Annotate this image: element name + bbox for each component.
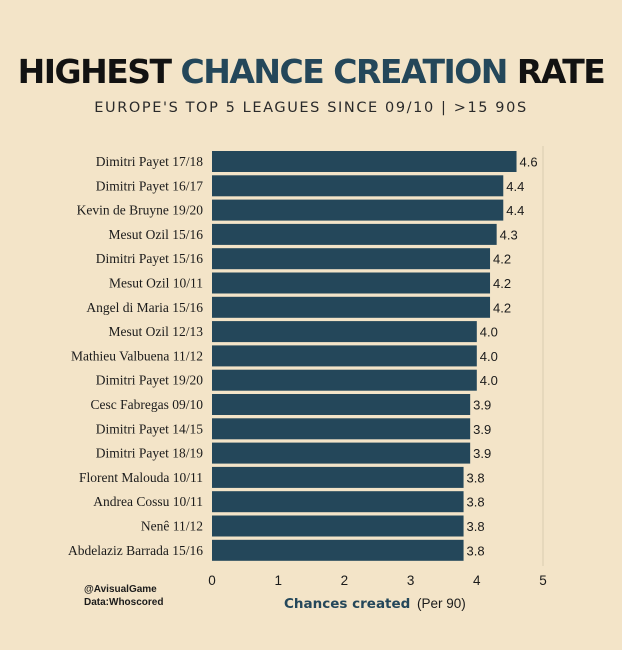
- value-label: 4.3: [500, 227, 518, 242]
- chart-subtitle: EUROPE'S TOP 5 LEAGUES SINCE 09/10 | >15…: [94, 100, 528, 116]
- bar: [212, 199, 504, 221]
- value-label: 3.8: [467, 543, 485, 558]
- x-tick-label: 0: [208, 573, 216, 588]
- category-label: Kevin de Bruyne 19/20: [77, 203, 204, 218]
- category-label: Florent Malouda 10/11: [79, 470, 203, 485]
- title-highest: HIGHEST: [17, 52, 172, 91]
- category-label: Cesc Fabregas 09/10: [91, 397, 204, 412]
- bar: [212, 175, 504, 197]
- bar: [212, 345, 477, 367]
- value-label: 3.8: [467, 470, 485, 485]
- credit-handle: @AvisualGame: [84, 584, 157, 595]
- credit-source: Data:Whoscored: [84, 597, 164, 608]
- chart-title: HIGHEST CHANCE CREATION RATE: [0, 52, 622, 91]
- x-tick-label: 2: [341, 573, 349, 588]
- value-label: 3.9: [473, 446, 491, 461]
- category-label: Mesut Ozil 10/11: [109, 276, 203, 291]
- bar: [212, 151, 517, 172]
- x-tick-label: 1: [274, 573, 282, 588]
- value-label: 3.9: [473, 422, 491, 437]
- category-label: Dimitri Payet 18/19: [96, 446, 203, 461]
- value-label: 4.4: [506, 203, 524, 218]
- value-label: 4.2: [493, 276, 511, 291]
- x-tick-label: 4: [473, 573, 481, 588]
- category-label: Dimitri Payet 15/16: [96, 251, 203, 266]
- bar: [212, 491, 464, 513]
- value-label: 4.6: [520, 155, 538, 170]
- value-label: 3.8: [467, 519, 485, 534]
- category-label: Angel di Maria 15/16: [86, 300, 203, 315]
- value-label: 4.4: [506, 179, 524, 194]
- category-label: Mesut Ozil 15/16: [109, 227, 204, 242]
- bar: [212, 515, 464, 537]
- x-tick-label: 3: [407, 573, 415, 588]
- bar: [212, 442, 471, 464]
- bar: [212, 369, 477, 391]
- bar: [212, 272, 491, 294]
- category-label: Abdelaziz Barrada 15/16: [68, 543, 203, 558]
- title-accent: CHANCE CREATION: [180, 52, 509, 91]
- category-label: Dimitri Payet 16/17: [96, 178, 203, 193]
- bar: [212, 248, 491, 270]
- category-label: Dimitri Payet 19/20: [96, 373, 203, 388]
- value-label: 4.0: [480, 325, 498, 340]
- x-axis-label: Chances created: [284, 596, 410, 612]
- value-label: 4.0: [480, 373, 498, 388]
- value-label: 3.8: [467, 495, 485, 510]
- bar: [212, 466, 464, 488]
- value-label: 4.2: [493, 300, 511, 315]
- bar: [212, 321, 477, 343]
- value-label: 3.9: [473, 398, 491, 413]
- bar: [212, 539, 464, 561]
- bar: [212, 223, 497, 245]
- value-label: 4.0: [480, 349, 498, 364]
- x-tick-label: 5: [539, 573, 547, 588]
- bar: [212, 296, 491, 318]
- bar: [212, 418, 471, 440]
- value-label: 4.2: [493, 252, 511, 267]
- category-label: Nenê 11/12: [141, 519, 203, 534]
- category-label: Mathieu Valbuena 11/12: [71, 348, 203, 363]
- title-rate: RATE: [516, 52, 606, 91]
- x-axis-label-suffix: (Per 90): [417, 596, 466, 611]
- category-label: Dimitri Payet 17/18: [96, 154, 203, 169]
- category-label: Andrea Cossu 10/11: [93, 494, 203, 509]
- category-label: Mesut Ozil 12/13: [109, 324, 204, 339]
- bar: [212, 394, 471, 415]
- credits: @AvisualGame Data:Whoscored: [84, 583, 163, 609]
- category-label: Dimitri Payet 14/15: [96, 421, 203, 436]
